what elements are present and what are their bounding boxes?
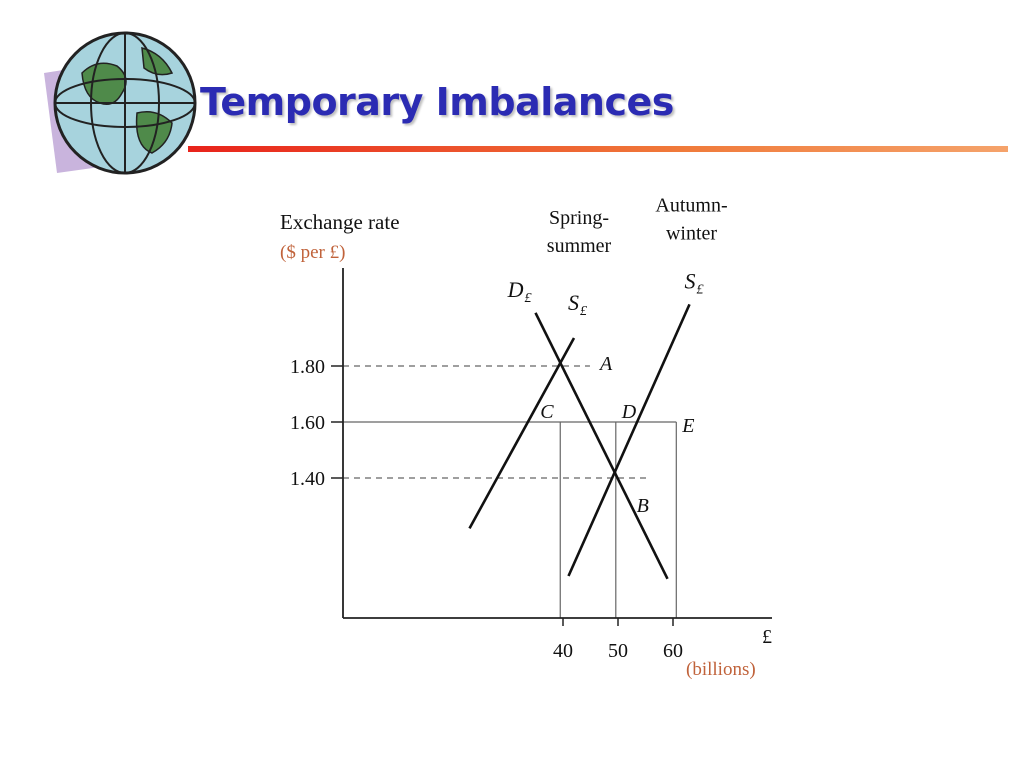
series-label-subscript: £: [580, 304, 587, 319]
point-label-d: D: [621, 401, 637, 423]
x-tick-label: 50: [608, 640, 628, 662]
series-header-line2: summer: [547, 235, 612, 257]
x-axis-unit: (billions): [686, 659, 756, 680]
y-axis-unit: ($ per £): [280, 242, 345, 263]
x-tick-label: 40: [553, 640, 573, 662]
series-label: S: [685, 268, 696, 293]
x-axis-label: £: [762, 626, 772, 648]
series-line-1: [468, 337, 576, 530]
y-axis-label: Exchange rate: [280, 210, 400, 234]
series-label: S: [568, 290, 579, 315]
globe-land: [135, 111, 173, 154]
y-tick-label: 1.60: [290, 412, 325, 434]
point-label-e: E: [681, 415, 694, 437]
globe-icon: [44, 31, 197, 175]
series-line-0: [534, 312, 669, 580]
series-header-line1: Spring-: [549, 207, 609, 229]
x-tick-label: 60: [663, 640, 683, 662]
series-header-line1: Autumn-: [655, 194, 727, 216]
y-tick-label: 1.40: [290, 468, 325, 490]
y-tick-label: 1.80: [290, 356, 325, 378]
slide-title: Temporary Imbalances: [200, 80, 674, 124]
point-label-b: B: [637, 495, 649, 517]
series-label: D: [507, 277, 524, 302]
point-label-c: C: [540, 401, 554, 423]
series-label-subscript: £: [697, 282, 704, 297]
title-underline: [188, 146, 1008, 152]
point-label-a: A: [598, 353, 613, 375]
series-header-line2: winter: [666, 222, 717, 244]
series-line-2: [567, 303, 691, 577]
series-label-subscript: £: [525, 291, 532, 306]
globe-logo: [22, 18, 197, 183]
